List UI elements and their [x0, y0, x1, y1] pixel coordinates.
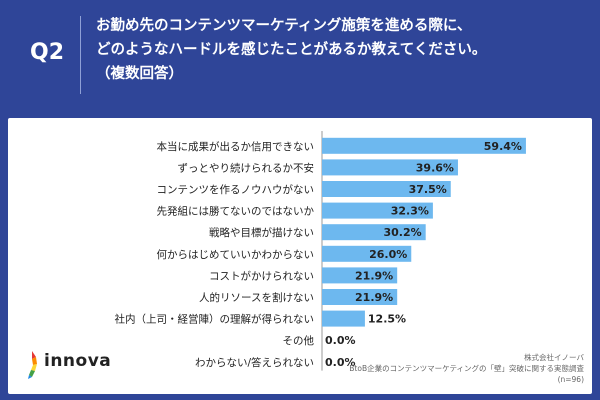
question-line: （複数回答）: [96, 66, 183, 82]
question-line: どのようなハードルを感じたことがあるか教えてください。: [96, 42, 487, 58]
value-label: 32.3%: [391, 205, 429, 218]
logo-text: innova: [44, 351, 112, 371]
category-label: コストがかけられない: [209, 269, 314, 282]
value-label: 59.4%: [484, 140, 522, 153]
question-header: Q2 お勤め先のコンテンツマーケティング施策を進める際に、 どのようなハードルを…: [0, 0, 600, 112]
source-sample-size: (n=96): [557, 375, 584, 384]
category-label: 人的リソースを割けない: [199, 291, 314, 304]
bar: [322, 181, 451, 197]
value-label: 21.9%: [355, 269, 393, 282]
value-label: 26.0%: [369, 248, 407, 261]
value-label: 0.0%: [325, 334, 356, 347]
category-label: コンテンツを作るノウハウがない: [157, 183, 315, 196]
logo-mark-icon: [28, 351, 37, 379]
bar: [322, 245, 412, 262]
category-label: 社内（上司・経営陣）の理解が得られない: [115, 313, 315, 326]
source-survey: BtoB企業のコンテンツマーケティングの「壁」突破に関する実態調査: [349, 364, 584, 373]
question-text: お勤め先のコンテンツマーケティング施策を進める際に、 どのようなハードルを感じた…: [96, 14, 486, 86]
category-label: 戦略や目標が描けない: [209, 226, 314, 239]
bar: [322, 289, 398, 305]
source-note: 株式会社イノーバ BtoB企業のコンテンツマーケティングの「壁」突破に関する実態…: [349, 352, 584, 385]
category-label: 先発組には勝てないのではないか: [157, 205, 315, 218]
bar: [322, 137, 526, 154]
bar: [322, 202, 433, 219]
bar: [322, 224, 426, 241]
value-label: 21.9%: [355, 291, 393, 304]
bar-chart: 本当に成果が出るか信用できない 59.4% ずっとやり続けられるか不安 39.6% コン…: [115, 131, 526, 371]
value-label: 37.5%: [409, 183, 447, 196]
value-label: 39.6%: [416, 161, 454, 174]
chart-card: 本当に成果が出るか信用できない 59.4% ずっとやり続けられるか不安 39.6% コン…: [8, 118, 592, 394]
bar: [322, 310, 365, 327]
bar: [322, 267, 398, 284]
value-label: 30.2%: [384, 226, 422, 239]
category-label: 本当に成果が出るか信用できない: [157, 140, 315, 153]
question-line: お勤め先のコンテンツマーケティング施策を進める際に、: [96, 18, 472, 34]
header-divider: [80, 16, 81, 94]
source-company: 株式会社イノーバ: [524, 353, 584, 362]
category-label: 何からはじめていいかわからない: [157, 248, 315, 261]
bar: [322, 159, 458, 176]
category-label: その他: [283, 334, 315, 347]
question-number: Q2: [30, 40, 65, 65]
value-label: 12.5%: [368, 313, 406, 326]
value-label: 0.0%: [325, 356, 356, 369]
category-label: ずっとやり続けられるか不安: [178, 161, 315, 174]
category-label: わからない/答えられない: [195, 356, 314, 369]
